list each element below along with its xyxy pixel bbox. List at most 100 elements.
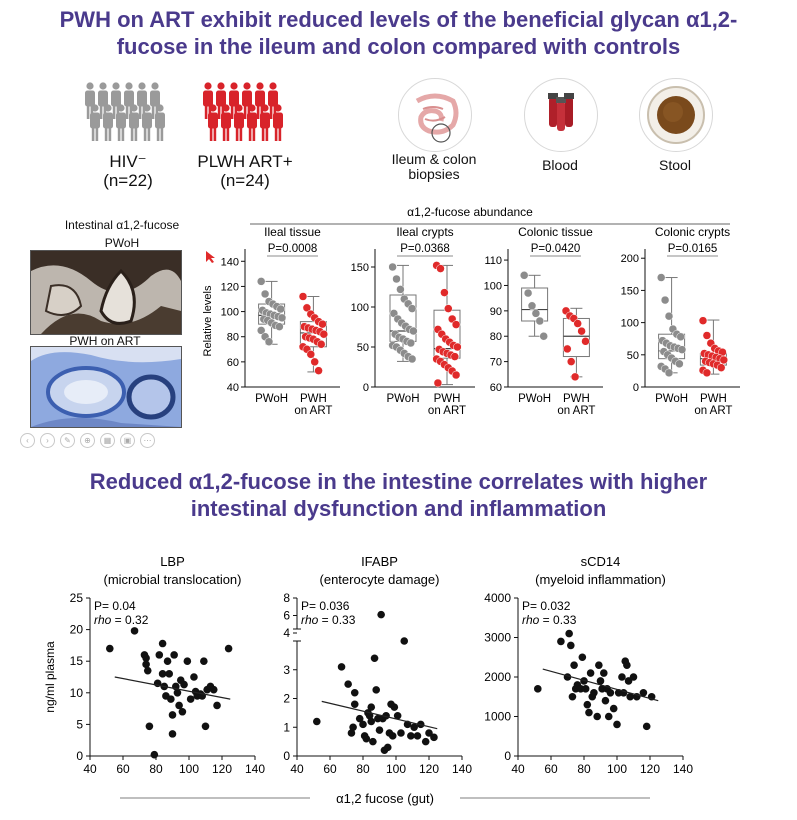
y-tick-label: 70 xyxy=(490,357,502,369)
headline-bottom-line2: intestinal dysfunction and inflammation xyxy=(190,496,607,521)
person-leg xyxy=(130,127,134,141)
x-tick-label: 60 xyxy=(323,762,337,776)
x-category-label: on ART xyxy=(694,405,732,417)
box-chart: Colonic crypts P=0.0165 0 50 100 150 200 PWoH PW… xyxy=(621,225,740,417)
person-leg xyxy=(91,127,95,141)
toolbar-next-button[interactable]: › xyxy=(40,433,55,448)
person-leg xyxy=(156,127,160,141)
toolbar-slides-button[interactable]: ▦ xyxy=(100,433,115,448)
person-head xyxy=(261,104,269,112)
data-point xyxy=(425,729,433,737)
histology-title: Intestinal α1,2-fucose xyxy=(64,218,180,232)
y-tick-label: 0 xyxy=(363,382,369,394)
data-point xyxy=(563,344,572,354)
person-body xyxy=(247,112,257,129)
data-point xyxy=(377,610,385,619)
y-tick-label: 6 xyxy=(283,609,290,623)
y-tick-label: 120 xyxy=(221,281,239,293)
x-category-label: on ART xyxy=(557,405,595,417)
person-leg xyxy=(116,105,120,119)
data-point xyxy=(519,271,529,280)
person-body xyxy=(203,90,213,107)
person-icon xyxy=(203,82,213,119)
data-point xyxy=(590,689,598,697)
x-tick-label: 40 xyxy=(511,762,525,776)
data-point xyxy=(407,732,415,740)
data-point xyxy=(613,720,621,729)
data-point xyxy=(392,274,401,284)
person-icon xyxy=(90,104,100,141)
person-leg xyxy=(234,105,238,119)
data-point xyxy=(375,726,384,734)
y-tick-label: 15 xyxy=(70,654,84,668)
data-point xyxy=(596,677,605,685)
toolbar-pen-button[interactable]: ✎ xyxy=(60,433,75,448)
y-tick-label: 60 xyxy=(227,357,239,369)
y-tick-label: 8 xyxy=(283,591,290,605)
data-point xyxy=(390,703,399,711)
person-body xyxy=(255,90,265,107)
data-point xyxy=(581,337,590,346)
x-tick-label: 140 xyxy=(245,762,265,776)
y-tick-label: 0 xyxy=(283,749,290,763)
person-icon xyxy=(124,82,134,119)
data-point xyxy=(567,641,575,650)
intestine-icon xyxy=(398,78,472,152)
box-chart-title: Colonic crypts xyxy=(655,225,730,239)
toolbar-camera-button[interactable]: ▣ xyxy=(120,433,135,448)
data-point xyxy=(359,720,367,729)
data-point xyxy=(130,627,139,635)
cohort-hiv-negative-label: HIV⁻ xyxy=(109,152,147,171)
person-body xyxy=(208,112,218,129)
histology-pwoh-label: PWoH xyxy=(104,236,140,250)
person-body xyxy=(273,112,283,129)
y-tick-label: 200 xyxy=(621,253,639,265)
person-body xyxy=(242,90,252,107)
person-body xyxy=(111,90,121,107)
toolbar-zoom-button[interactable]: ⊕ xyxy=(80,433,95,448)
headline-top: PWH on ART exhibit reduced levels of the… xyxy=(0,6,797,60)
data-point xyxy=(595,661,603,669)
data-point xyxy=(158,639,167,648)
y-tick-label: 4000 xyxy=(484,591,511,605)
data-point xyxy=(397,729,405,737)
data-point xyxy=(302,303,312,313)
data-point xyxy=(568,692,577,701)
x-category-label: PWoH xyxy=(518,393,551,405)
sample-biopsies-line1: Ileum & colon xyxy=(391,151,477,167)
x-tick-label: 80 xyxy=(149,762,163,776)
data-point xyxy=(400,637,409,645)
stat-rho-symbol: rho xyxy=(94,613,112,627)
box-chart: Ileal tissue P=0.0008 40 60 80 100 120 140 Relat… xyxy=(202,225,340,417)
data-point xyxy=(626,692,634,701)
person-leg xyxy=(278,127,282,141)
y-tick-label: 100 xyxy=(484,280,502,292)
data-point xyxy=(167,695,175,703)
headline-bottom-line1: Reduced α1,2-fucose in the intestine cor… xyxy=(89,469,708,494)
person-head xyxy=(269,82,277,90)
x-tick-label: 100 xyxy=(607,762,627,776)
data-point xyxy=(436,264,445,273)
person-head xyxy=(130,104,138,112)
toolbar-more-button[interactable]: ⋯ xyxy=(140,433,155,448)
x-tick-label: 60 xyxy=(116,762,130,776)
person-leg xyxy=(117,127,121,141)
blood-tubes-icon xyxy=(524,78,598,152)
abundance-header: α1,2-fucose abundance xyxy=(407,205,533,219)
data-point xyxy=(313,717,321,726)
data-point xyxy=(675,359,684,369)
data-point xyxy=(539,331,548,341)
toolbar-prev-button[interactable]: ‹ xyxy=(20,433,35,448)
person-icon xyxy=(260,104,270,141)
person-leg xyxy=(134,127,138,141)
box-chart-title: Colonic tissue xyxy=(518,225,593,239)
cohort-hiv-negative: HIV⁻ (n=22) xyxy=(88,152,168,190)
person-leg xyxy=(213,127,217,141)
person-icon xyxy=(137,82,147,119)
data-point xyxy=(677,345,687,354)
data-point xyxy=(260,289,270,299)
y-tick-label: 10 xyxy=(70,686,84,700)
data-point xyxy=(433,378,443,388)
stat-p: P= 0.04 xyxy=(94,599,136,613)
